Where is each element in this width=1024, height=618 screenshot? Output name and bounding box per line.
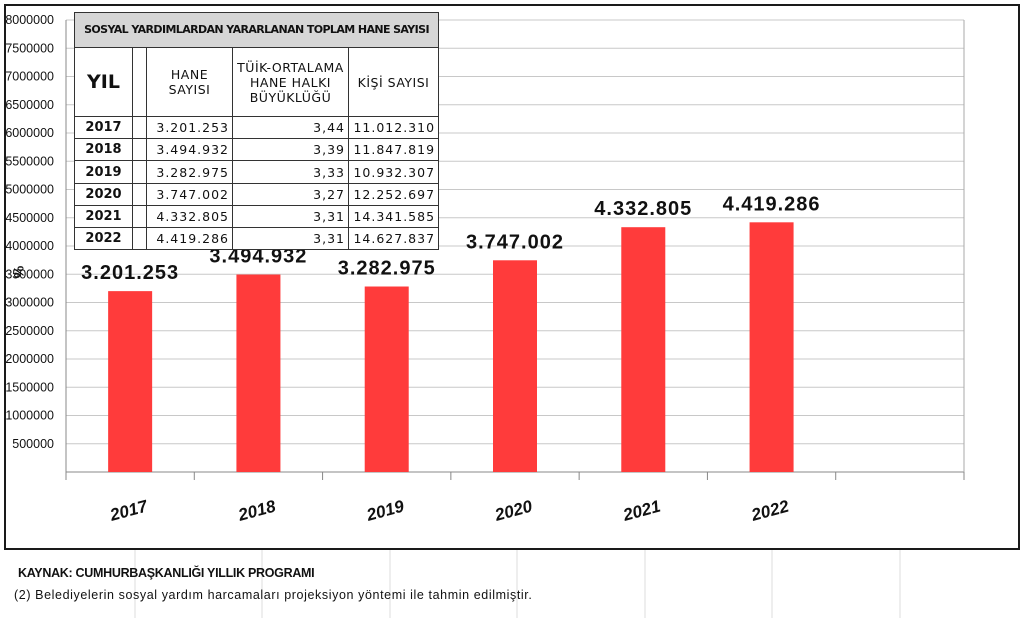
y-tick-label: 1500000 (5, 380, 54, 394)
household-count-cell: 4.332.805 (146, 204, 233, 228)
data-label: 3.201.253 (81, 262, 179, 284)
y-tick-label: 6000000 (5, 126, 54, 140)
bar (621, 227, 666, 472)
header-household-count: HANE SAYISI (146, 46, 233, 118)
y-axis-title: % (11, 266, 27, 279)
table-row: 2021 4.332.805 3,31 14.341.585 (74, 204, 440, 228)
year-cell: 2018 (74, 138, 133, 162)
x-tick-label: 2017 (107, 496, 151, 525)
person-count-cell: 14.341.585 (347, 204, 440, 228)
year-cell: 2019 (74, 160, 133, 184)
table-row: 2019 3.282.975 3,33 10.932.307 (74, 160, 440, 184)
data-label: 3.494.932 (209, 246, 307, 268)
header-year: YIL (74, 46, 133, 118)
y-tick-label: 1000000 (5, 409, 54, 423)
x-tick-label: 2022 (748, 496, 791, 525)
bar (493, 260, 537, 472)
y-tick-label: 6500000 (5, 98, 54, 112)
year-cell: 2020 (74, 182, 133, 206)
table-row: 2020 3.747.002 3,27 12.252.697 (74, 182, 440, 206)
bar (108, 291, 153, 472)
source-note: KAYNAK: CUMHURBAŞKANLIĞI YILLIK PROGRAMI (18, 566, 315, 580)
person-count-cell: 11.847.819 (347, 138, 440, 162)
household-count-cell: 3.747.002 (146, 182, 233, 206)
y-tick-label: 500000 (12, 437, 54, 451)
bar-chart: 500000 1000000 1500000 2000000 2500000 300000… (5, 13, 965, 525)
avg-size-cell: 3,39 (232, 138, 349, 162)
avg-size-cell: 3,44 (232, 116, 349, 140)
spacer-cell (132, 226, 147, 251)
y-tick-label: 3500000 (5, 267, 54, 281)
y-tick-label: 4000000 (5, 239, 54, 253)
bar (364, 286, 409, 472)
header-spacer (132, 46, 147, 118)
household-count-cell: 3.282.975 (146, 160, 233, 184)
person-count-cell: 14.627.837 (347, 226, 440, 251)
spacer-cell (132, 182, 147, 206)
header-person-count: KİŞİ SAYISI (347, 46, 440, 118)
household-count-cell: 3.201.253 (146, 116, 233, 140)
y-tick-label: 2500000 (5, 324, 54, 338)
bar (749, 222, 794, 472)
year-cell: 2022 (74, 226, 133, 251)
spacer-cell (132, 160, 147, 184)
y-tick-label: 5000000 (5, 183, 54, 197)
y-tick-label: 5500000 (5, 154, 54, 168)
footnote: (2) Belediyelerin sosyal yardım harcamal… (14, 588, 533, 602)
spacer-cell (132, 138, 147, 162)
x-tick-label: 2020 (492, 496, 535, 525)
bar (236, 274, 281, 472)
avg-size-cell: 3,31 (232, 204, 349, 228)
header-avg-household-size: TÜİK-ORTALAMA HANE HALKI BÜYÜKLÜĞÜ (232, 46, 349, 118)
household-count-cell: 3.494.932 (146, 138, 233, 162)
data-label: 3.747.002 (466, 231, 564, 253)
y-tick-label: 2000000 (5, 352, 54, 366)
y-tick-label: 8000000 (5, 13, 54, 27)
avg-size-cell: 3,33 (232, 160, 349, 184)
y-tick-label: 4500000 (5, 211, 54, 225)
table-row: 2017 3.201.253 3,44 11.012.310 (74, 116, 440, 140)
spacer-cell (132, 116, 147, 140)
spacer-cell (132, 204, 147, 228)
y-tick-label: 7000000 (5, 70, 54, 84)
year-cell: 2017 (74, 116, 133, 140)
y-tick-label: 7500000 (5, 41, 54, 55)
y-tick-label: 3000000 (5, 296, 54, 310)
person-count-cell: 12.252.697 (347, 182, 440, 206)
x-tick-label: 2019 (364, 496, 407, 525)
avg-size-cell: 3,31 (232, 226, 349, 251)
table-row: 2018 3.494.932 3,39 11.847.819 (74, 138, 440, 162)
person-count-cell: 10.932.307 (347, 160, 440, 184)
x-tick-label: 2018 (235, 496, 278, 525)
household-data-table: SOSYAL YARDIMLARDAN YARARLANAN TOPLAM HA… (73, 12, 440, 251)
year-cell: 2021 (74, 204, 133, 228)
table-row: 2022 4.419.286 3,31 14.627.837 (74, 226, 440, 251)
avg-size-cell: 3,27 (232, 182, 349, 206)
data-label: 3.282.975 (338, 258, 436, 280)
data-label: 4.332.805 (594, 198, 692, 220)
household-count-cell: 4.419.286 (146, 226, 233, 251)
data-label: 4.419.286 (723, 193, 821, 215)
table-title: SOSYAL YARDIMLARDAN YARARLANAN TOPLAM HA… (73, 12, 440, 48)
person-count-cell: 11.012.310 (347, 116, 440, 140)
x-tick-label: 2021 (620, 497, 662, 525)
